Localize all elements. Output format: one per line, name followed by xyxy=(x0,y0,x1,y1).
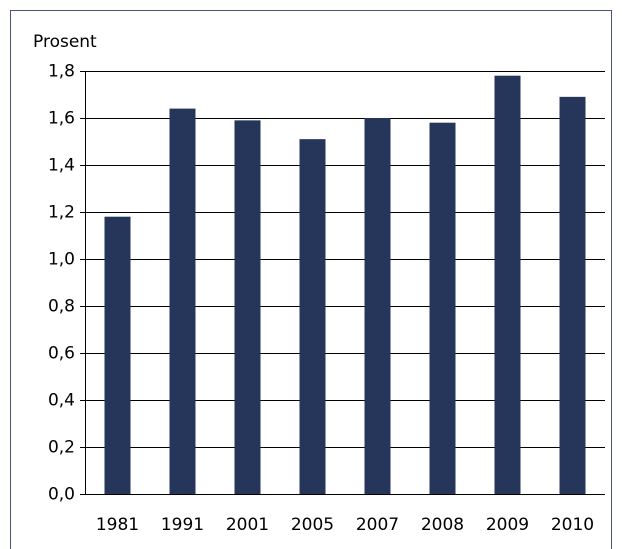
bar xyxy=(169,108,196,494)
x-tick-label: 2009 xyxy=(486,515,529,535)
bar xyxy=(104,216,131,494)
bar xyxy=(429,122,456,494)
x-tick-label: 2005 xyxy=(291,515,334,535)
bar xyxy=(234,120,261,494)
y-tick-label: 1,8 xyxy=(48,62,75,82)
x-tick-label: 2008 xyxy=(421,515,464,535)
y-tick-label: 1,6 xyxy=(48,109,75,129)
y-tick-label: 0,2 xyxy=(48,438,75,458)
bar xyxy=(559,96,586,494)
x-tick-label: 2010 xyxy=(551,515,594,535)
x-tick-label: 1981 xyxy=(96,515,139,535)
x-tick-label: 2007 xyxy=(356,515,399,535)
y-tick-label: 0,6 xyxy=(48,344,75,364)
bar xyxy=(299,139,326,494)
y-tick-label: 0,0 xyxy=(48,485,75,505)
y-tick-label: 0,4 xyxy=(48,391,75,411)
bar xyxy=(494,75,521,494)
y-tick-label: 1,2 xyxy=(48,203,75,223)
y-tick-label: 1,4 xyxy=(48,156,75,176)
x-tick-label: 1991 xyxy=(161,515,204,535)
frame xyxy=(10,10,612,549)
bar xyxy=(364,118,391,494)
y-tick-label: 0,8 xyxy=(48,297,75,317)
x-tick-label: 2001 xyxy=(226,515,269,535)
y-axis-label: Prosent xyxy=(33,32,97,52)
y-tick-label: 1,0 xyxy=(48,250,75,270)
